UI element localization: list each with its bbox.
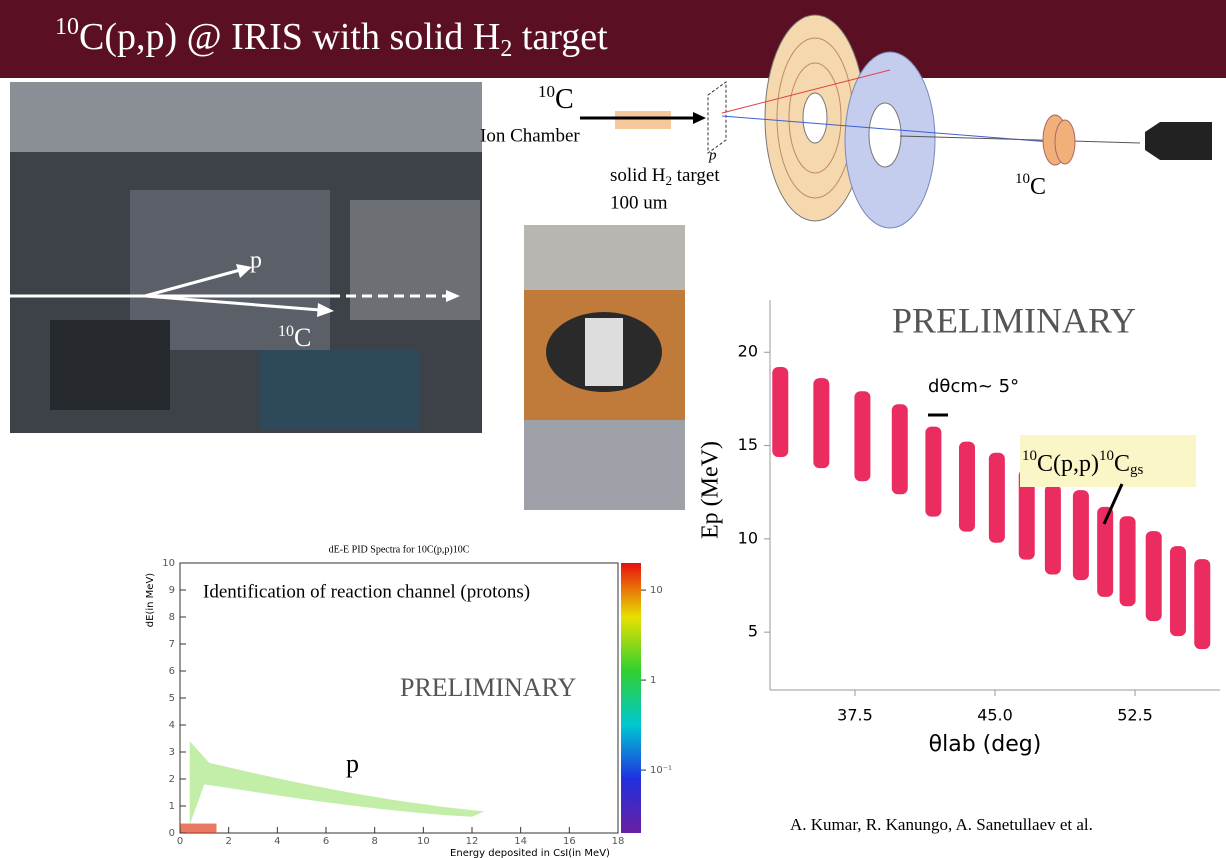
target-p: p bbox=[708, 147, 717, 163]
beam-label: 10C bbox=[538, 82, 574, 116]
annotation-part: 10 bbox=[1022, 448, 1037, 464]
chart-title: dE-E PID Spectra for 10C(p,p)10C bbox=[329, 544, 470, 555]
x-tick-label: 0 bbox=[177, 836, 183, 847]
x-tick-label: 37.5 bbox=[837, 706, 873, 725]
target-label: solid H2 target bbox=[610, 165, 720, 188]
annotation-part: 10 bbox=[1099, 448, 1114, 464]
x-tick-label: 45.0 bbox=[977, 706, 1013, 725]
x-tick-label: 2 bbox=[225, 836, 231, 847]
y-tick-label: 7 bbox=[169, 639, 175, 650]
y-tick-label: 6 bbox=[169, 666, 175, 677]
x-axis-label: Energy deposited in CsI(in MeV) bbox=[450, 848, 610, 858]
thickness: 100 um bbox=[610, 192, 668, 213]
point-cluster bbox=[1045, 485, 1061, 575]
sup: 10 bbox=[538, 82, 555, 101]
point-cluster bbox=[1146, 531, 1162, 621]
annotation: Identification of reaction channel (prot… bbox=[203, 581, 530, 602]
annotation: PRELIMINARY bbox=[400, 673, 576, 702]
point-cluster bbox=[925, 427, 941, 517]
point-cluster bbox=[772, 367, 788, 457]
x-tick-label: 6 bbox=[323, 836, 329, 847]
y-tick-label: 10 bbox=[162, 558, 175, 569]
target-photo bbox=[524, 225, 685, 510]
annotation: 10C(p,p)10Cgs bbox=[1022, 448, 1144, 478]
x-axis-label: θlab (deg) bbox=[929, 732, 1042, 757]
y-tick-label: 5 bbox=[169, 693, 175, 704]
point-cluster bbox=[892, 404, 908, 494]
annotation: PRELIMINARY bbox=[892, 300, 1136, 340]
point-cluster bbox=[1073, 490, 1089, 580]
annotation-part: C(p,p) bbox=[1037, 451, 1099, 477]
x-tick-label: 4 bbox=[274, 836, 280, 847]
y-tick-label: 20 bbox=[738, 342, 758, 361]
y-tick-label: 0 bbox=[169, 828, 175, 839]
recoil: C bbox=[294, 323, 311, 352]
colorbar-label: 1 bbox=[650, 675, 656, 686]
x-tick-label: 18 bbox=[612, 836, 625, 847]
x-tick-label: 14 bbox=[514, 836, 527, 847]
credit: A. Kumar, R. Kanungo, A. Sanetullaev et … bbox=[790, 815, 1093, 834]
annotation: p bbox=[346, 749, 359, 778]
point-cluster bbox=[959, 442, 975, 532]
y-tick-label: 3 bbox=[169, 747, 175, 758]
y-axis-label: dE(in MeV) bbox=[145, 573, 156, 627]
sup: 10 bbox=[278, 323, 294, 340]
photo-proton: p bbox=[250, 248, 262, 274]
setup-photo: p 10C bbox=[10, 82, 482, 433]
annotation: dθcm~ 5° bbox=[928, 376, 1019, 397]
annotation-part: gs bbox=[1130, 462, 1144, 478]
y-tick-label: 9 bbox=[169, 585, 175, 596]
y-tick-label: 5 bbox=[748, 622, 758, 641]
colorbar-label: 10⁻¹ bbox=[650, 765, 672, 776]
y-tick-label: 8 bbox=[169, 612, 175, 623]
y-tick-label: 10 bbox=[738, 528, 758, 547]
y-tick-label: 2 bbox=[169, 774, 175, 785]
ion-chamber-label: Ion Chamber bbox=[480, 125, 580, 146]
point-cluster bbox=[813, 378, 829, 468]
title-end: target bbox=[512, 16, 608, 58]
colorbar bbox=[621, 563, 641, 833]
point-cluster bbox=[1194, 559, 1210, 649]
y-tick-label: 15 bbox=[738, 435, 758, 454]
t: solid H bbox=[610, 165, 666, 186]
point-cluster bbox=[1120, 516, 1136, 606]
sup: 10 bbox=[1015, 171, 1030, 187]
title-main: C(p,p) @ IRIS with solid H bbox=[79, 16, 500, 58]
point-cluster bbox=[854, 391, 870, 481]
x-tick-label: 8 bbox=[371, 836, 377, 847]
t2: target bbox=[672, 165, 720, 186]
x-tick-label: 16 bbox=[563, 836, 576, 847]
title-sup: 10 bbox=[55, 14, 79, 40]
annotation-part: C bbox=[1114, 451, 1130, 477]
low-energy-blob bbox=[180, 824, 217, 833]
title-sub: 2 bbox=[500, 36, 512, 62]
colorbar-label: 10 bbox=[650, 585, 663, 596]
point-cluster bbox=[989, 453, 1005, 543]
slide-title: 10C(p,p) @ IRIS with solid H2 target bbox=[55, 14, 608, 62]
recoil-label: 10C bbox=[1015, 171, 1046, 199]
point-cluster bbox=[1170, 546, 1186, 636]
beam: C bbox=[555, 84, 574, 115]
slide: 10C(p,p) @ IRIS with solid H2 target p 1… bbox=[0, 0, 1226, 858]
y-tick-label: 1 bbox=[169, 801, 175, 812]
x-tick-label: 12 bbox=[466, 836, 479, 847]
y-tick-label: 4 bbox=[169, 720, 175, 731]
recoil: C bbox=[1030, 174, 1046, 200]
y-axis-label: Ep (MeV) bbox=[698, 441, 724, 539]
x-tick-label: 52.5 bbox=[1117, 706, 1153, 725]
x-tick-label: 10 bbox=[417, 836, 430, 847]
